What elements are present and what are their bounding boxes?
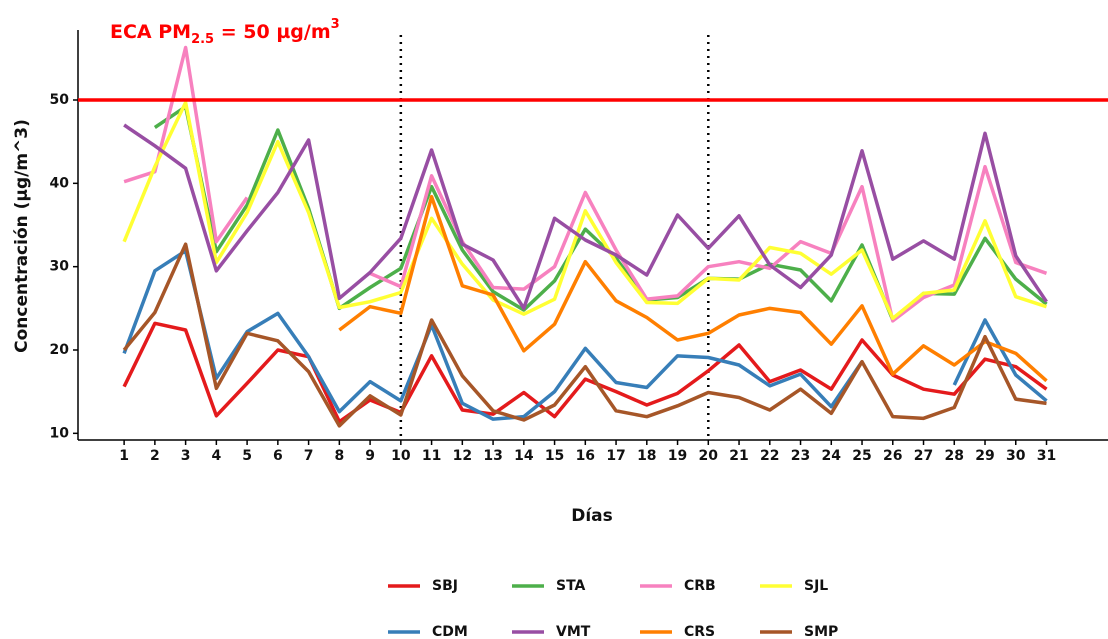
x-tick-label: 31 <box>1037 448 1056 464</box>
legend-label: VMT <box>556 624 591 639</box>
legend-label: SMP <box>804 624 838 639</box>
x-tick-label: 12 <box>453 448 472 464</box>
legend-label: SJL <box>804 578 828 594</box>
x-tick-label: 11 <box>422 448 441 464</box>
x-tick-label: 5 <box>242 448 252 464</box>
x-tick-label: 1 <box>119 448 129 464</box>
y-tick-label: 50 <box>50 92 70 108</box>
y-tick-label: 10 <box>50 425 70 441</box>
x-tick-label: 19 <box>668 448 687 464</box>
x-tick-label: 24 <box>822 448 842 464</box>
y-tick-label: 20 <box>50 342 70 358</box>
x-tick-label: 21 <box>729 448 748 464</box>
x-tick-label: 16 <box>576 448 595 464</box>
x-tick-label: 23 <box>791 448 810 464</box>
series-line <box>122 100 1048 321</box>
x-tick-label: 13 <box>483 448 502 464</box>
annotation-sup: 3 <box>331 17 340 32</box>
x-tick-label: 26 <box>883 448 902 464</box>
x-tick-label: 15 <box>545 448 564 464</box>
y-tick-label: 30 <box>50 259 70 275</box>
x-tick-label: 7 <box>304 448 314 464</box>
x-tick-label: 2 <box>150 448 160 464</box>
x-tick-label: 17 <box>606 448 625 464</box>
x-tick-label: 27 <box>914 448 933 464</box>
legend-label: STA <box>556 578 586 594</box>
x-tick-label: 18 <box>637 448 656 464</box>
x-tick-label: 9 <box>365 448 375 464</box>
x-tick-label: 22 <box>760 448 779 464</box>
legend-label: SBJ <box>432 578 458 594</box>
annotation-text: ECA PM <box>110 21 191 43</box>
x-tick-label: 20 <box>699 448 719 464</box>
series-line <box>123 45 1048 323</box>
x-tick-label: 6 <box>273 448 283 464</box>
x-tick-label: 8 <box>334 448 344 464</box>
series-line <box>122 249 1048 421</box>
series-line <box>153 104 1048 322</box>
annotation: ECA PM2.5 = 50 µg/m3 <box>110 17 340 47</box>
x-tick-label: 29 <box>975 448 994 464</box>
x-axis-title: Días <box>571 506 613 526</box>
series-line <box>122 242 1047 428</box>
annotation-text: = 50 µg/m <box>214 21 331 43</box>
x-tick-label: 25 <box>852 448 871 464</box>
y-axis-title: Concentración (µg/m^3) <box>12 119 32 353</box>
x-tick-label: 10 <box>391 448 411 464</box>
x-tick-label: 4 <box>211 448 221 464</box>
x-tick-label: 30 <box>1006 448 1026 464</box>
series-line <box>338 194 1048 383</box>
legend-label: CRB <box>684 578 716 594</box>
x-tick-label: 3 <box>181 448 191 464</box>
annotation-sub: 2.5 <box>191 32 214 47</box>
legend-label: CDM <box>432 624 468 639</box>
y-tick-label: 40 <box>50 175 70 191</box>
x-tick-label: 28 <box>945 448 964 464</box>
series-line <box>123 123 1048 311</box>
x-tick-label: 14 <box>514 448 534 464</box>
legend-label: CRS <box>684 624 715 639</box>
